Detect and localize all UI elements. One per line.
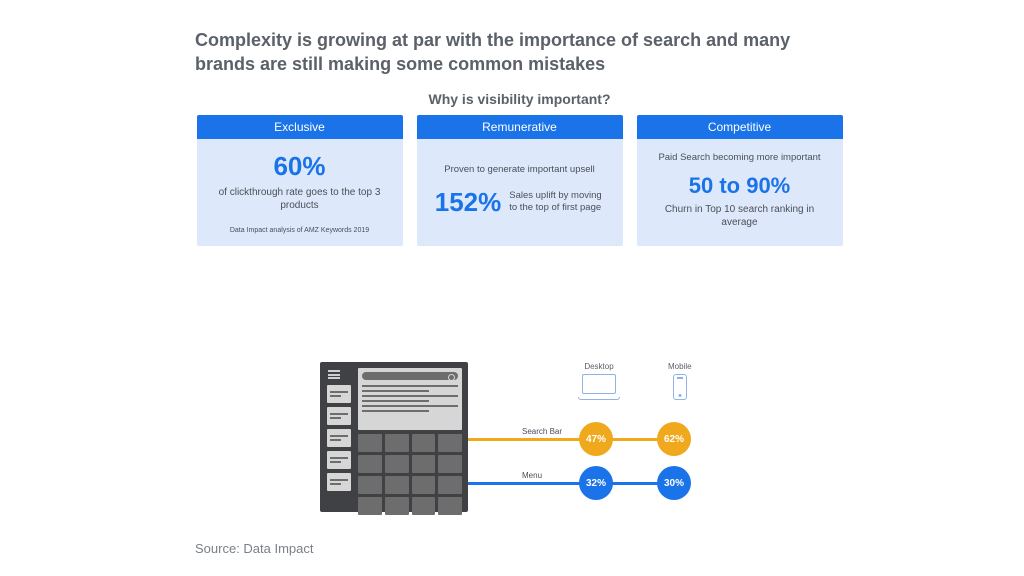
- card-side-text: Sales uplift by moving to the top of fir…: [509, 190, 604, 215]
- card-subhead: Paid Search becoming more important: [647, 152, 833, 164]
- search-vs-menu-diagram: Desktop Mobile Search Bar 47% 62% Menu 32% 30…: [320, 362, 724, 512]
- cards-row: Exclusive 60% of clickthrough rate goes …: [195, 115, 844, 246]
- connector-line-search_bar: [468, 438, 674, 441]
- bubble-menu-mobile: 30%: [657, 466, 691, 500]
- card-stat: 152%: [435, 187, 502, 218]
- card-stat: 60%: [207, 151, 393, 182]
- source-attribution: Source: Data Impact: [195, 541, 314, 556]
- laptop-icon: [578, 374, 620, 400]
- section-subtitle: Why is visibility important?: [195, 91, 844, 107]
- headline: Complexity is growing at par with the im…: [195, 28, 844, 77]
- card-header: Exclusive: [197, 115, 403, 139]
- phone-icon: [673, 374, 687, 400]
- bubble-menu-desktop: 32%: [579, 466, 613, 500]
- card-subhead: Proven to generate important upsell: [427, 164, 613, 176]
- bubble-search_bar-mobile: 62%: [657, 422, 691, 456]
- card-header: Competitive: [637, 115, 843, 139]
- card-text: of clickthrough rate goes to the top 3 p…: [207, 186, 393, 213]
- card-header: Remunerative: [417, 115, 623, 139]
- device-desktop: Desktop: [578, 362, 620, 400]
- device-mobile: Mobile: [668, 362, 692, 400]
- connector-label-search_bar: Search Bar: [522, 427, 562, 436]
- card-footnote: Data Impact analysis of AMZ Keywords 201…: [207, 227, 393, 234]
- bubble-search_bar-desktop: 47%: [579, 422, 613, 456]
- search-bar-icon: [362, 372, 458, 380]
- card-text: Churn in Top 10 search ranking in averag…: [647, 203, 833, 230]
- hamburger-icon: [328, 370, 340, 379]
- devices-panel: Desktop Mobile Search Bar 47% 62% Menu 32% 30…: [492, 362, 724, 512]
- connector-label-menu: Menu: [522, 471, 542, 480]
- device-label: Desktop: [584, 362, 613, 371]
- wireframe-illustration: [320, 362, 468, 512]
- card-stat: 50 to 90%: [647, 173, 833, 199]
- card-competitive: Competitive Paid Search becoming more im…: [637, 115, 843, 246]
- connector-line-menu: [468, 482, 674, 485]
- card-remunerative: Remunerative Proven to generate importan…: [417, 115, 623, 246]
- device-label: Mobile: [668, 362, 692, 371]
- card-exclusive: Exclusive 60% of clickthrough rate goes …: [197, 115, 403, 246]
